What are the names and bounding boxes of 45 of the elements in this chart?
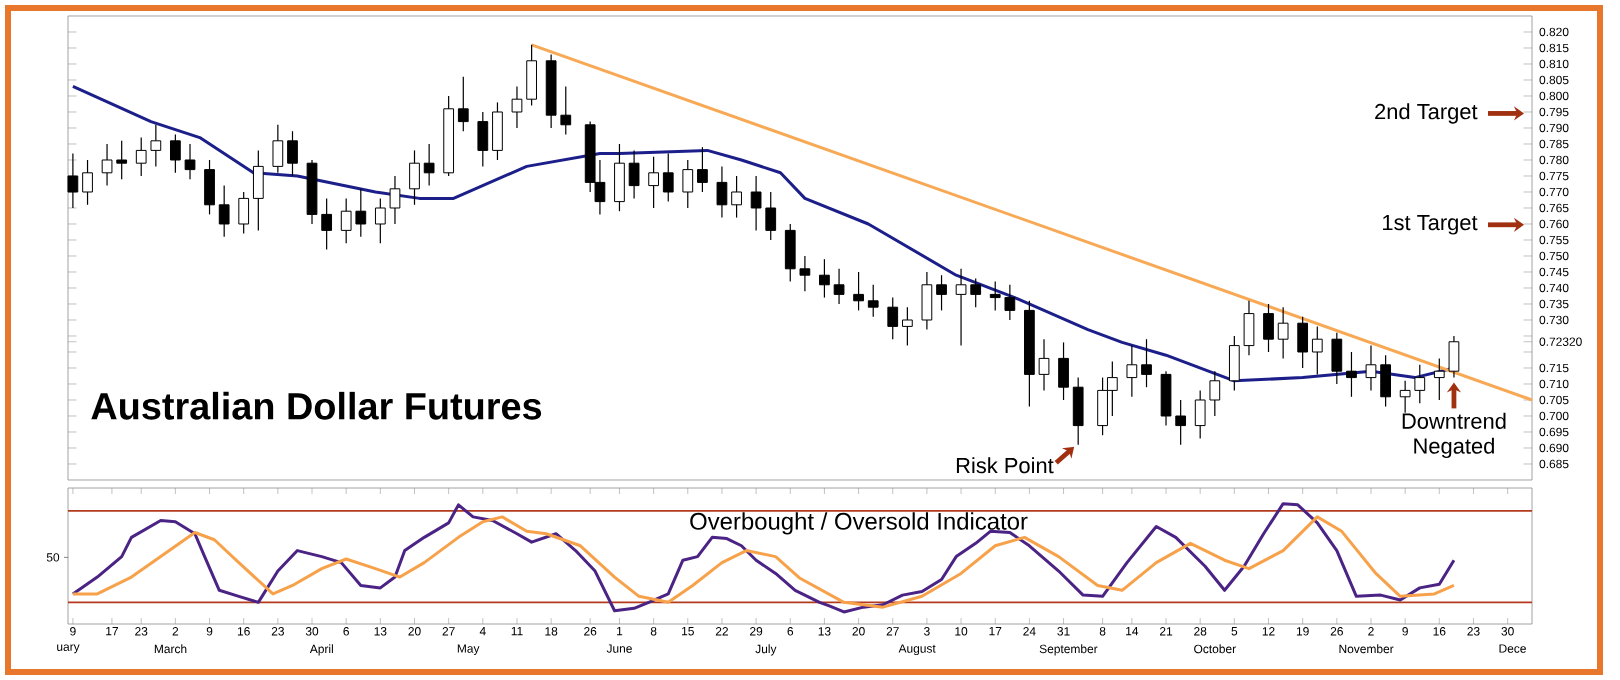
candlestick [1277,306,1289,359]
candlestick [409,149,420,206]
candlestick [614,143,625,212]
candlestick [423,143,435,187]
annotation: Downtrend Negated [1402,412,1506,459]
candlestick [67,152,79,209]
candlestick [853,271,864,311]
annotation: Risk Point [956,457,1054,474]
text: Australian Dollar Futures [91,391,542,420]
candlestick [82,159,93,206]
candlestick [287,130,298,177]
candlestick [492,101,503,161]
candlestick [716,165,728,219]
candlestick [1311,325,1323,375]
candlestick [1331,332,1343,385]
candlestick [662,152,674,203]
annotation: 1st Target [1383,215,1478,235]
annotation: 2nd Target [1375,103,1478,124]
candlestick [833,268,845,305]
candlestick [628,149,640,199]
candlestick [1126,344,1138,398]
candlestick [1297,316,1309,369]
candlestick [887,296,899,340]
candlestick [272,124,284,174]
candlestick [648,156,659,209]
candlestick [1141,338,1152,388]
candlestick [731,175,742,219]
candlestick [238,191,250,235]
candlestick [901,306,913,347]
candlestick [457,76,469,132]
candlestick [936,274,947,311]
candlestick [867,284,879,318]
candlestick [477,111,489,167]
candlestick [1058,341,1069,401]
candlestick [1346,351,1357,398]
candlestick [819,258,830,299]
candlestick [1263,303,1274,353]
candlestick [218,184,230,238]
candlestick [697,146,708,193]
chart-title: Overbought / Oversold Indicator [690,512,1028,535]
candlestick [1072,376,1084,446]
candlestick [682,159,694,209]
candlestick [252,149,264,231]
candlestick [921,271,933,331]
candlestick [204,159,215,215]
